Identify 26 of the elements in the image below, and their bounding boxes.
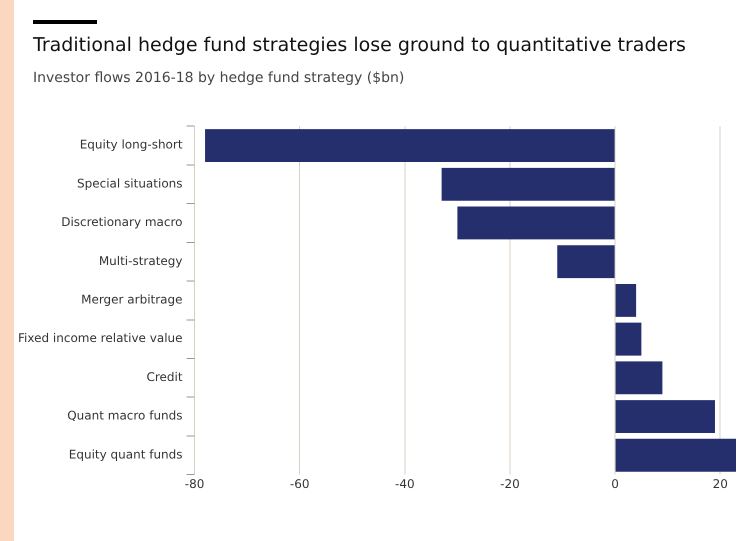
y-tick-label: Equity long-short xyxy=(80,138,183,152)
y-tick-label: Credit xyxy=(146,370,183,384)
bar xyxy=(457,206,615,240)
chart-subtitle: Investor flows 2016-18 by hedge fund strategy ($bn) xyxy=(33,70,404,86)
x-tick-label: 0 xyxy=(611,476,619,491)
x-tick-label: -60 xyxy=(290,476,310,491)
y-tick-label: Merger arbitrage xyxy=(81,292,183,307)
chart-title: Traditional hedge fund strategies lose ground to quantitative traders xyxy=(33,34,686,56)
y-tick-label: Multi-strategy xyxy=(98,254,183,268)
x-tick-label: 20 xyxy=(712,476,728,491)
bar xyxy=(557,245,615,278)
bar xyxy=(616,400,715,433)
y-tick-label: Equity quant funds xyxy=(68,447,183,462)
y-tick-label: Fixed income relative value xyxy=(18,331,183,346)
bar xyxy=(616,438,736,472)
y-tick-label: Discretionary macro xyxy=(61,215,183,230)
y-tick-label: Special situations xyxy=(76,176,183,190)
x-tick-label: -80 xyxy=(184,476,204,491)
y-tick-label: Quant macro funds xyxy=(67,408,183,423)
bar xyxy=(616,361,662,394)
bar xyxy=(616,284,636,317)
bar xyxy=(616,322,642,356)
bar xyxy=(205,129,615,162)
x-tick-label: -40 xyxy=(395,476,415,491)
x-tick-label: -20 xyxy=(500,476,520,491)
bar xyxy=(442,168,615,201)
